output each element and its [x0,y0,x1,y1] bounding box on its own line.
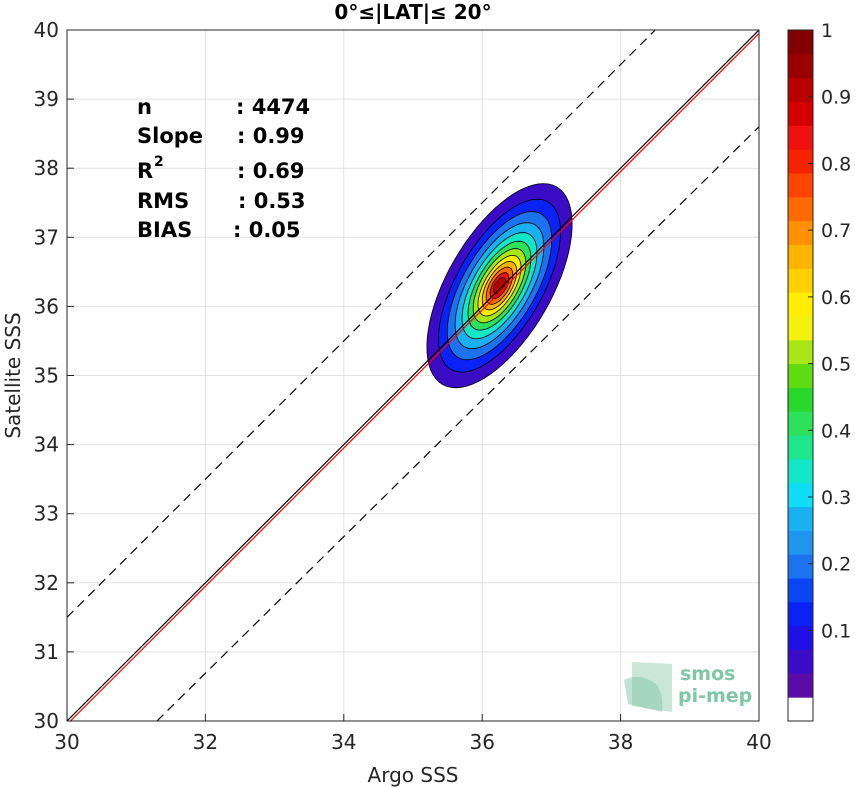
y-tick-label: 39 [34,87,59,111]
colorbar-segment [788,578,813,603]
colorbar-frame [787,29,814,722]
colorbar-segment [788,363,813,388]
stat-label: R [137,159,153,183]
colorbar-segment [788,435,813,460]
colorbar-segment [788,673,813,698]
colorbar-segment [788,697,813,722]
colorbar-segment [788,77,813,102]
colorbar-tick-label: 0.7 [821,220,851,242]
x-tick-label: 30 [54,730,79,754]
stat-value: : 4474 [236,95,310,119]
colorbar-tick-label: 0.6 [821,287,851,309]
colorbar-segment [788,482,813,508]
x-tick-label: 34 [331,730,356,754]
reference-lines [67,30,759,721]
y-tick-label: 36 [34,294,59,318]
colorbar-segment [788,458,813,484]
colorbar-segment [788,292,813,317]
y-axis-label: Satellite SSS [1,312,25,438]
colorbar-tick-label: 0.8 [821,153,851,175]
regression-line [69,33,759,721]
x-axis-label: Argo SSS [368,763,459,787]
colorbar-tick-label: 0.9 [821,87,851,109]
x-tick-label: 36 [469,730,494,754]
colorbar-segment [788,649,813,674]
colorbar-segment [788,196,813,222]
stat-superscript: 2 [154,154,164,170]
logo-text-line2: pi-mep [678,685,752,707]
density-contours [426,183,573,389]
chart-title: 0°≤|LAT|≤ 20° [334,0,491,24]
x-tick-label: 40 [746,730,771,754]
y-tick-label: 32 [34,571,59,595]
colorbar-segment [788,149,813,174]
colorbar-segment [788,411,813,436]
smos-pi-mep-logo: smos pi-mep [624,662,752,712]
colorbar-tick-label: 0.5 [821,354,851,376]
colorbar-segment [788,53,813,79]
colorbar-segment [788,220,813,245]
stat-value: : 0.99 [237,124,305,148]
colorbar-segment [788,387,813,412]
colorbar-tick-label: 0.2 [821,554,851,576]
stat-value: : 0.53 [238,189,306,213]
x-axis-ticks: 30 32 34 36 38 40 [54,714,772,754]
y-tick-label: 33 [34,502,59,526]
colorbar-segment [788,530,813,555]
stat-label: n [137,95,152,119]
y-tick-label: 38 [34,156,59,180]
colorbar-segment [788,268,813,293]
colorbar-tick-label: 0.3 [821,487,851,509]
y-tick-label: 37 [34,225,59,249]
colorbar-tick-label: 1 [821,20,833,42]
stat-label: RMS [137,189,189,213]
y-axis-ticks: 30 31 32 33 34 35 36 37 38 39 40 [34,18,74,733]
colorbar-segment [788,125,813,150]
upper-bound-line [67,30,656,618]
lower-bound-line [156,126,759,721]
colorbar-segment [788,625,813,651]
stat-label: BIAS [137,218,192,242]
colorbar-segment [788,30,813,55]
statistics-box: n : 4474 Slope : 0.99 R 2 : 0.69 RMS : 0.53 BIAS:… [137,95,310,242]
y-tick-label: 34 [34,433,59,457]
colorbar-tick-label: 0.4 [821,420,851,442]
x-tick-label: 32 [193,730,218,754]
y-tick-label: 40 [34,18,59,42]
y-tick-label: 31 [34,640,59,664]
colorbar-segment [788,339,813,365]
colorbar: 0.1 0.2 0.3 0.4 0.5 0.6 0.7 0.8 0.9 1 [787,20,851,722]
logo-text-line1: smos [680,663,735,685]
colorbar-segment [788,244,813,269]
stat-label: Slope [137,124,203,148]
y-tick-label: 35 [34,364,59,388]
stat-value: : 0.69 [237,159,305,183]
colorbar-segment [788,506,813,531]
colorbar-segment [788,554,813,579]
logo-wave-mark-2 [624,676,663,712]
colorbar-segment [788,315,813,341]
colorbar-segment [788,101,813,126]
y-tick-label: 30 [34,709,59,733]
x-tick-label: 38 [608,730,633,754]
identity-line [67,30,759,721]
stat-value: : 0.05 [233,218,301,242]
colorbar-segment [788,172,813,198]
colorbar-tick-label: 0.1 [821,620,851,642]
colorbar-segment [788,601,813,627]
